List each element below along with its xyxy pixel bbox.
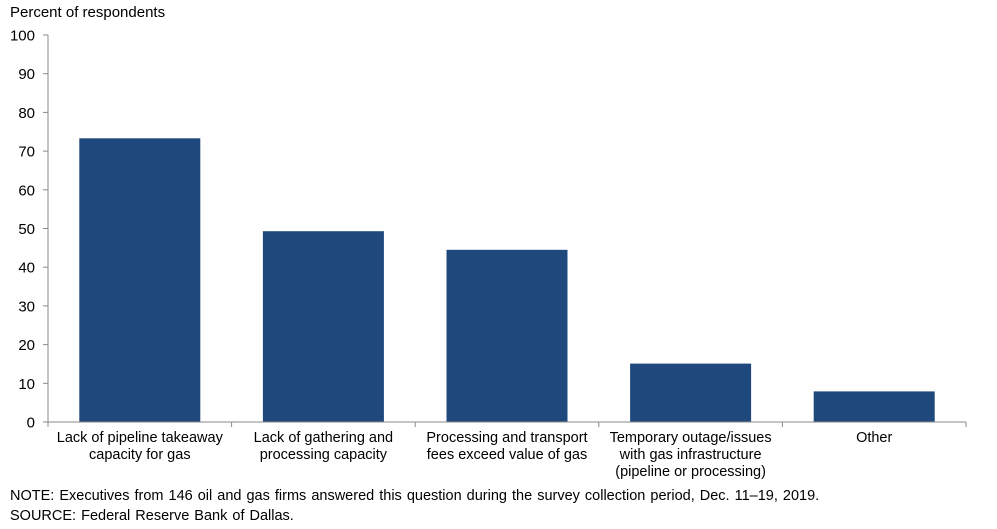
y-tick-label-8: 80: [18, 105, 35, 122]
y-tick-label-4: 40: [18, 260, 35, 277]
bar-chart: 0 10 20 30 40 50 60 70 80 90 100 Lack of pipeline …: [10, 28, 967, 480]
x-tick-label-2: Processing and transport fees exceed valu…: [426, 430, 587, 463]
bar-4: [813, 391, 935, 422]
footnote-note: NOTE: Executives from 146 oil and gas fi…: [10, 488, 820, 504]
bars-group: [79, 138, 935, 423]
bar-3: [630, 363, 752, 422]
y-tick-label-6: 60: [18, 182, 35, 199]
bar-0: [79, 138, 201, 423]
bar-1: [262, 231, 384, 422]
y-tick-label-9: 90: [18, 66, 35, 83]
x-tick-label-4: Other: [856, 430, 892, 446]
x-tick-labels: Lack of pipeline takeaway capacity for ga…: [57, 430, 893, 480]
y-tick-label-0: 0: [27, 415, 35, 432]
y-tick-label-3: 30: [18, 298, 35, 315]
footnote-source: SOURCE: Federal Reserve Bank of Dallas.: [10, 508, 294, 524]
y-tick-label-7: 70: [18, 144, 35, 161]
y-tick-label-1: 10: [18, 376, 35, 393]
axes-group: [43, 34, 967, 427]
y-axis-title: Percent of respondents: [10, 4, 166, 21]
y-tick-label-2: 20: [18, 337, 35, 354]
x-tick-label-0: Lack of pipeline takeaway capacity for ga…: [57, 430, 224, 463]
x-tick-label-1: Lack of gathering and processing capacity: [254, 430, 393, 463]
y-tick-labels: 0 10 20 30 40 50 60 70 80 90 100: [10, 28, 35, 432]
y-tick-label-10: 100: [10, 28, 35, 45]
x-tick-label-3: Temporary outage/issues with gas infrastr…: [610, 430, 772, 480]
bar-2: [446, 249, 568, 422]
y-tick-label-5: 50: [18, 221, 35, 238]
